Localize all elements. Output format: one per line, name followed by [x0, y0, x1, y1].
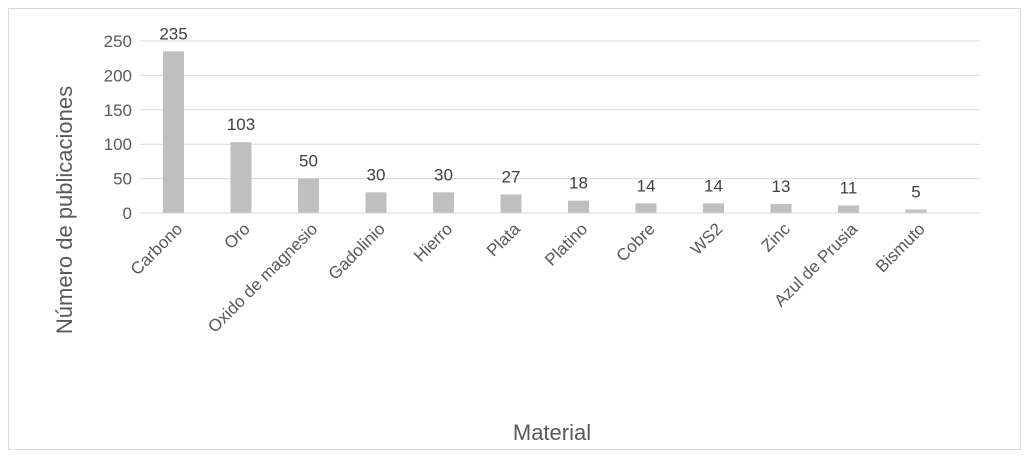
y-tick-label: 50 [113, 170, 132, 189]
data-label: 30 [367, 165, 386, 184]
bar [568, 200, 589, 213]
data-label: 50 [299, 152, 318, 171]
bar [905, 209, 927, 213]
gridlines [140, 40, 980, 180]
data-label: 30 [434, 165, 453, 184]
bar [163, 51, 184, 213]
data-label: 27 [502, 167, 521, 186]
y-tick-label: 150 [104, 101, 132, 120]
data-label: 14 [637, 176, 656, 195]
x-tick-label: Hierro [410, 219, 456, 265]
bar [230, 142, 252, 213]
bar [838, 205, 859, 213]
y-tick-label: 200 [104, 66, 132, 85]
y-tick-label: 0 [123, 204, 132, 223]
data-label: 11 [840, 178, 858, 197]
data-label: 103 [227, 115, 255, 134]
bar [635, 203, 657, 213]
bar [298, 178, 319, 213]
data-label: 235 [159, 24, 187, 43]
x-tick-label: WS2 [687, 219, 726, 258]
bar [433, 192, 454, 213]
x-tick-label: Carbono [127, 219, 187, 279]
y-tick-label: 250 [104, 32, 132, 51]
data-label: 13 [772, 177, 791, 196]
bar [703, 203, 724, 213]
bars [163, 51, 927, 213]
x-tick-label: Gadolinio [325, 219, 389, 283]
bar [770, 204, 792, 213]
bar [500, 194, 522, 213]
y-tick-label: 100 [104, 135, 132, 154]
bar [365, 192, 387, 213]
data-labels: 235 103 50 30 30 27 18 14 14 13 11 5 [159, 24, 920, 201]
x-tick-label: Oro [220, 219, 253, 252]
x-tick-label: Zinc [758, 219, 794, 255]
x-tick-label: Cobre [613, 219, 659, 265]
x-tick-label: Platino [541, 219, 591, 269]
data-label: 14 [704, 176, 723, 195]
data-label: 18 [569, 174, 588, 193]
y-axis-ticks: 0 50 100 150 200 250 [104, 32, 132, 223]
x-axis-title: Material [513, 420, 591, 445]
x-tick-label: Bismuto [872, 219, 929, 276]
data-label: 5 [911, 183, 920, 202]
y-axis-title: Número de publicaciones [52, 86, 77, 334]
x-tick-label: Plata [483, 219, 524, 260]
